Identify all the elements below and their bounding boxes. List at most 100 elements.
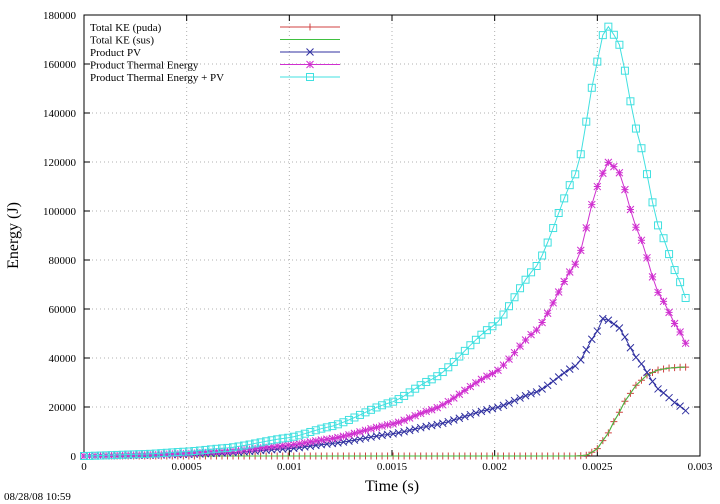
data-point	[184, 447, 193, 456]
data-point	[333, 420, 342, 429]
data-point	[538, 251, 547, 260]
data-point	[311, 426, 320, 435]
data-point	[234, 442, 243, 451]
data-point	[411, 411, 420, 420]
data-point	[648, 273, 657, 281]
data-point	[107, 451, 116, 460]
data-point	[483, 372, 491, 381]
data-point	[620, 66, 629, 75]
data-point	[472, 409, 480, 417]
data-point	[273, 435, 282, 444]
x-tick-label: 0.0025	[582, 461, 613, 473]
data-point	[323, 435, 331, 444]
data-point	[549, 224, 558, 233]
data-point	[378, 422, 386, 430]
data-point	[416, 409, 425, 418]
data-point	[129, 450, 138, 459]
data-point	[571, 260, 580, 269]
data-point	[610, 320, 618, 328]
data-point	[433, 403, 442, 412]
data-point	[532, 388, 541, 396]
data-point	[449, 358, 458, 367]
data-point	[444, 397, 453, 406]
data-point	[560, 194, 569, 203]
data-point	[91, 451, 100, 460]
data-point	[604, 22, 613, 31]
data-point	[659, 297, 668, 306]
data-point	[317, 436, 326, 444]
data-point	[339, 432, 348, 441]
data-point	[598, 314, 607, 323]
data-point	[201, 448, 210, 457]
data-point	[367, 424, 375, 433]
data-point	[306, 427, 315, 436]
data-point	[80, 452, 88, 460]
data-point	[538, 318, 546, 327]
data-point	[516, 394, 524, 402]
data-point	[289, 432, 298, 441]
data-point	[455, 390, 464, 399]
data-point	[626, 205, 635, 214]
data-point	[488, 369, 497, 378]
data-point	[151, 450, 160, 459]
data-point	[185, 449, 193, 458]
y-tick-label: 80000	[49, 255, 77, 267]
data-point	[493, 317, 502, 326]
data-point	[196, 448, 204, 457]
series-group	[80, 22, 690, 460]
data-point	[676, 328, 684, 336]
data-point	[96, 451, 105, 460]
data-point	[344, 415, 353, 424]
data-point	[372, 403, 381, 412]
data-point	[681, 339, 690, 348]
x-tick-label: 0.002	[482, 461, 507, 473]
data-point	[598, 31, 607, 40]
data-point	[510, 396, 519, 405]
data-point	[593, 57, 602, 66]
data-point	[565, 181, 574, 190]
data-point	[615, 324, 624, 332]
data-point	[499, 310, 508, 319]
data-point	[383, 399, 392, 408]
legend-label: Product Thermal Energy	[90, 60, 199, 72]
data-point	[207, 448, 215, 456]
data-point	[438, 400, 447, 409]
legend-label: Product Thermal Energy + PV	[90, 72, 224, 84]
data-point	[372, 423, 381, 432]
data-point	[521, 336, 530, 344]
data-point	[394, 418, 403, 427]
data-point	[355, 410, 364, 419]
data-point	[422, 377, 431, 386]
data-point	[632, 223, 640, 232]
data-point	[306, 437, 315, 446]
x-tick-label: 0.003	[688, 461, 713, 473]
data-point	[571, 170, 580, 179]
data-point	[449, 394, 458, 402]
data-point	[289, 440, 298, 449]
legend-label: Product PV	[90, 47, 141, 59]
x-tick-label: 0	[81, 461, 87, 473]
data-point	[488, 404, 497, 413]
data-point	[256, 443, 265, 452]
data-point	[582, 224, 591, 232]
data-point	[389, 420, 397, 428]
data-point	[505, 399, 513, 407]
data-point	[212, 444, 221, 453]
data-point	[510, 293, 519, 302]
data-point	[494, 366, 502, 375]
data-point	[560, 277, 569, 286]
data-point	[173, 449, 182, 458]
data-point	[587, 83, 596, 92]
legend-item: Product PV	[90, 47, 340, 59]
data-point	[389, 397, 398, 406]
legend-label: Total KE (puda)	[90, 22, 162, 34]
y-tick-label: 20000	[49, 402, 77, 414]
data-point	[477, 330, 486, 339]
data-point	[576, 246, 585, 255]
data-point	[405, 426, 414, 435]
data-point	[554, 373, 563, 381]
data-point	[449, 416, 458, 424]
data-point	[405, 414, 414, 422]
data-point	[505, 355, 513, 364]
